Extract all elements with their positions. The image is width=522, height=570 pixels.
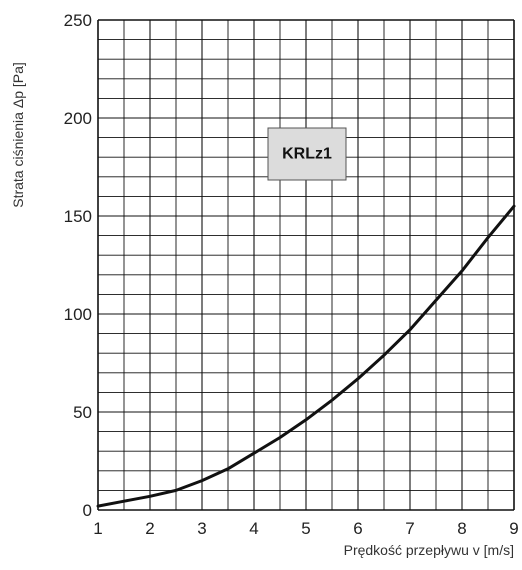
annotation-badge-box [267,127,347,181]
x-tick-label: 9 [509,519,518,538]
series-layer [96,204,516,508]
grid [97,19,515,511]
y-tick-label: 50 [73,403,92,422]
annotation-badge: KRLz1 [267,127,347,181]
data-line [96,204,516,508]
y-tick-label: 250 [64,11,92,30]
annotation-label: KRLz1 [282,146,332,163]
y-tick-label: 0 [83,501,92,520]
y-tick-label: 150 [64,207,92,226]
x-tick-label: 1 [93,519,102,538]
x-tick-label: 5 [301,519,310,538]
x-tick-label: 2 [145,519,154,538]
x-axis-title: Prędkość przepływu v [m/s] [344,542,514,558]
x-tick-label: 6 [353,519,362,538]
x-tick-label: 7 [405,519,414,538]
x-tick-label: 8 [457,519,466,538]
y-tick-label: 100 [64,305,92,324]
y-tick-label: 200 [64,109,92,128]
y-axis-title: Strata ciśnienia Δp [Pa] [10,62,26,208]
tick-labels: 1 2 3 4 5 6 7 8 9 0 50 100 150 200 250 [64,11,519,538]
x-tick-label: 4 [249,519,258,538]
x-tick-label: 3 [197,519,206,538]
